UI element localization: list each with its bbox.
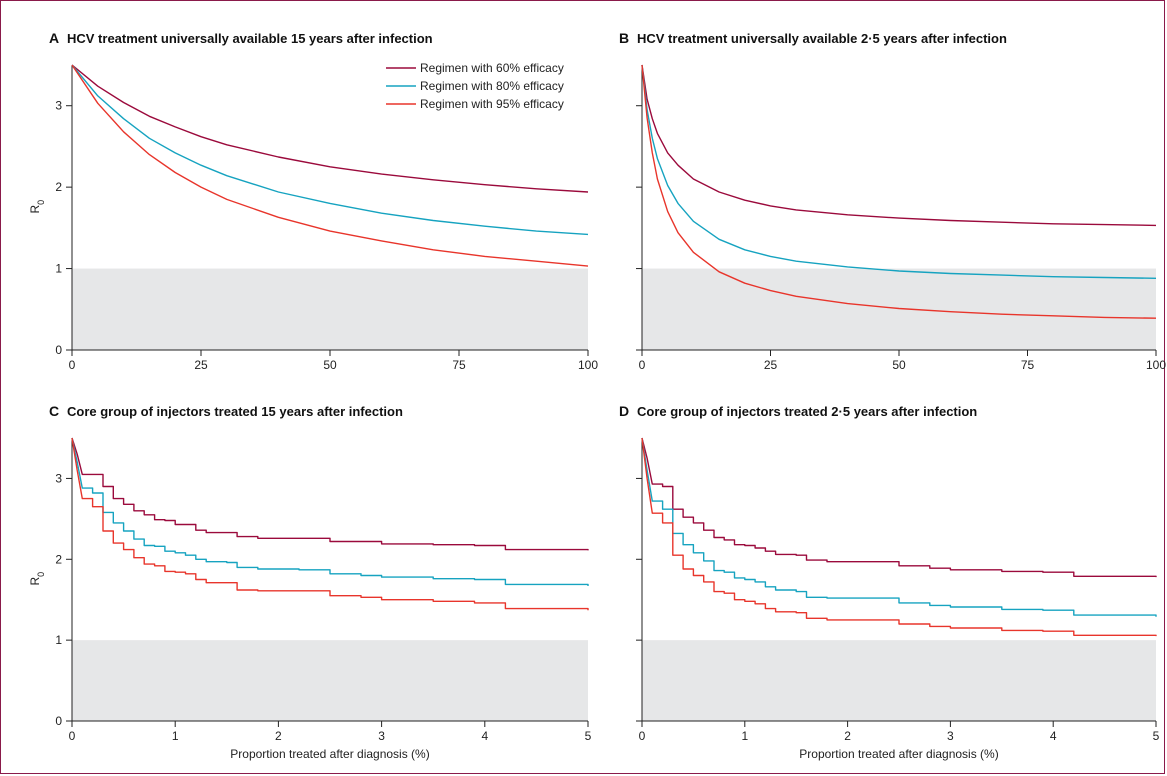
legend-label-60: Regimen with 60% efficacy	[420, 61, 564, 75]
x-tick-label: 50	[323, 358, 337, 372]
x-tick-label: 25	[764, 358, 778, 372]
y-tick-label: 0	[55, 714, 62, 728]
x-tick-label: 5	[585, 729, 592, 743]
series-line-80	[641, 64, 1157, 279]
panel-B: B HCV treatment universally available 2·5…	[619, 30, 1166, 372]
x-tick-label: 100	[1146, 358, 1166, 372]
shaded-region	[642, 268, 1156, 350]
x-tick-label: 5	[1153, 729, 1160, 743]
y-axis-label: R0	[28, 200, 46, 214]
x-tick-label: 25	[194, 358, 208, 372]
x-tick-label: 3	[378, 729, 385, 743]
y-axis-label: R0	[28, 572, 46, 586]
shaded-region	[72, 640, 588, 721]
series-line-60	[71, 64, 589, 193]
series-line-80	[71, 64, 589, 236]
x-tick-label: 0	[69, 729, 76, 743]
panel-title: HCV treatment universally available 15 y…	[67, 31, 433, 46]
series-line-60	[71, 437, 589, 551]
panel-letter: B	[619, 30, 629, 46]
shaded-region	[72, 268, 588, 350]
shaded-region	[642, 640, 1156, 721]
x-tick-label: 3	[947, 729, 954, 743]
series-line-95	[641, 437, 1157, 637]
series-line-60	[641, 64, 1157, 227]
y-tick-label: 2	[55, 552, 62, 566]
panel-title: Core group of injectors treated 2·5 year…	[637, 404, 977, 419]
x-tick-label: 4	[1050, 729, 1057, 743]
x-tick-label: 0	[69, 358, 76, 372]
x-tick-label: 100	[578, 358, 598, 372]
panel-letter: C	[49, 403, 59, 419]
legend-label-80: Regimen with 80% efficacy	[420, 79, 564, 93]
series-line-80	[641, 437, 1157, 617]
x-axis-label: Proportion treated after diagnosis (%)	[230, 747, 429, 761]
legend: Regimen with 60% efficacy Regimen with 80…	[386, 61, 564, 111]
panel-A: A HCV treatment universally available 15 …	[28, 30, 598, 372]
series-line-95	[71, 437, 589, 611]
x-tick-label: 1	[741, 729, 748, 743]
series-line-95	[641, 64, 1157, 319]
x-tick-label: 2	[844, 729, 851, 743]
panel-D: D Core group of injectors treated 2·5 yea…	[619, 403, 1160, 761]
panel-letter: A	[49, 30, 59, 46]
panel-letter: D	[619, 403, 629, 419]
x-axis-label: Proportion treated after diagnosis (%)	[799, 747, 998, 761]
x-tick-label: 2	[275, 729, 282, 743]
x-tick-label: 0	[639, 729, 646, 743]
x-tick-label: 1	[172, 729, 179, 743]
x-tick-label: 4	[481, 729, 488, 743]
y-tick-label: 1	[55, 262, 62, 276]
panel-title: HCV treatment universally available 2·5 …	[637, 31, 1007, 46]
x-tick-label: 50	[892, 358, 906, 372]
legend-label-95: Regimen with 95% efficacy	[420, 97, 564, 111]
series-line-95	[71, 64, 589, 267]
x-tick-label: 0	[639, 358, 646, 372]
y-tick-label: 0	[55, 343, 62, 357]
x-tick-label: 75	[1021, 358, 1035, 372]
panel-C: C Core group of injectors treated 15 year…	[28, 403, 592, 761]
panel-title: Core group of injectors treated 15 years…	[67, 404, 403, 419]
y-tick-label: 3	[55, 99, 62, 113]
y-tick-label: 3	[55, 471, 62, 485]
series-line-80	[71, 437, 589, 586]
series-line-60	[641, 437, 1157, 578]
y-tick-label: 1	[55, 633, 62, 647]
x-tick-label: 75	[452, 358, 466, 372]
y-tick-label: 2	[55, 180, 62, 194]
